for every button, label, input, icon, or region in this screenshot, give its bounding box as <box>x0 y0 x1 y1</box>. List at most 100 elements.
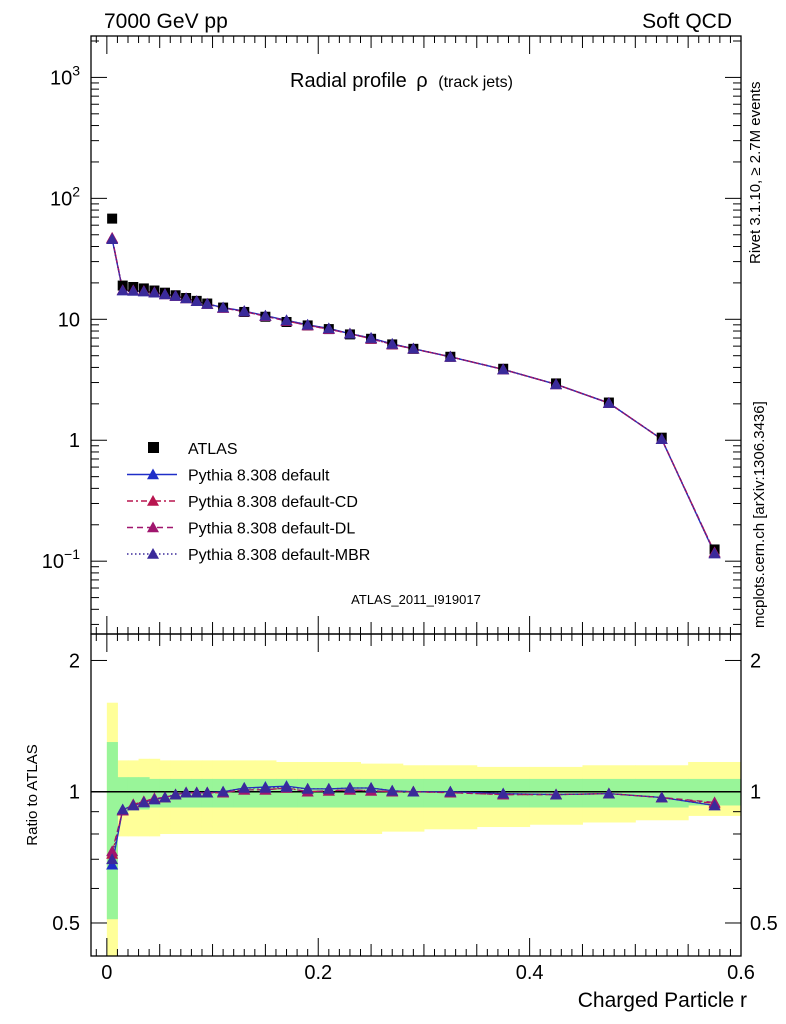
uncertainty-band-bin <box>106 742 118 920</box>
ratio-point <box>280 781 293 792</box>
ratio-point <box>217 785 230 797</box>
data-point-mc <box>106 233 119 244</box>
ratio-point <box>386 784 399 796</box>
y-tick-label-base: 10 <box>50 188 72 210</box>
ratio-point <box>137 796 150 808</box>
chart-title-symbol: ρ <box>416 70 427 92</box>
ratio-point <box>238 781 251 793</box>
legend-label: Pythia 8.308 default-MBR <box>188 547 370 564</box>
y-tick-label-exponent: 3 <box>72 62 80 78</box>
watermark-label: ATLAS_2011_I919017 <box>351 592 481 607</box>
data-point-mc <box>322 322 335 334</box>
legend-marker-mc <box>147 548 159 559</box>
ratio-point <box>365 781 378 793</box>
data-point-mc <box>343 327 356 339</box>
ratio-point <box>116 803 129 815</box>
x-tick-label: 0.4 <box>516 962 544 984</box>
data-point-mc <box>444 350 457 362</box>
data-point-mc <box>655 433 668 445</box>
data-point-mc <box>365 332 378 343</box>
data-point-mc <box>407 342 420 354</box>
ratio-point <box>322 782 335 794</box>
ratio-point <box>550 788 563 800</box>
data-point-mc <box>137 285 150 297</box>
ratio-point <box>301 782 314 794</box>
ratio-y-tick-label-left: 2 <box>69 650 80 672</box>
legend-marker-mc <box>147 521 159 533</box>
legend-label: Pythia 8.308 default-DL <box>188 521 355 538</box>
legend-label: Pythia 8.308 default-CD <box>188 494 358 511</box>
ratio-point <box>148 793 161 805</box>
ratio-y-axis: 0.5 0.5 1 1 2 2 <box>52 650 778 935</box>
ratio-point <box>127 799 140 811</box>
ratio-y-tick-label-left: 1 <box>69 782 80 804</box>
data-point-mc <box>158 288 171 300</box>
uncertainty-band-bin <box>138 777 150 810</box>
data-point-mc <box>238 305 251 317</box>
chart-title: Radial profile ρ (track jets) <box>290 70 513 92</box>
data-point-mc <box>180 292 193 304</box>
data-point-mc <box>201 297 214 309</box>
ratio-point <box>655 791 668 803</box>
ratio-point <box>180 786 193 798</box>
uncertainty-band-bin <box>127 777 140 810</box>
legend-marker-atlas <box>148 442 159 453</box>
data-point-mc <box>602 397 615 408</box>
ratio-point <box>708 799 721 811</box>
ratio-point <box>106 845 119 857</box>
header-right-label: Soft QCD <box>642 10 732 33</box>
ratio-series-layer <box>106 780 721 870</box>
y-tick-label-base: 10 <box>58 309 80 331</box>
y-tick-label: 102 <box>50 183 80 210</box>
data-point-mc <box>386 337 399 349</box>
legend-marker-mc <box>147 468 159 480</box>
ratio-point <box>201 786 214 798</box>
x-tick-label: 0.2 <box>304 962 332 984</box>
data-point-mc <box>190 295 203 307</box>
legend: ATLAS Pythia 8.308 default Pythia 8.308 de… <box>127 441 370 564</box>
data-point-mc <box>116 284 129 296</box>
data-point-mc <box>259 309 272 321</box>
ratio-y-tick-label-right: 2 <box>750 650 761 672</box>
ratio-point <box>343 781 356 793</box>
x-axis: 0 0.2 0.4 0.6 <box>95 36 755 984</box>
ratio-point <box>158 791 171 803</box>
ratio-point <box>444 785 457 797</box>
data-point-mc <box>217 301 230 313</box>
ratio-point <box>407 785 420 797</box>
ratio-uncertainty-bands <box>106 702 742 956</box>
data-point-mc <box>169 289 182 301</box>
chart-title-text: Radial profile <box>290 70 407 92</box>
y-tick-label-base: 1 <box>69 430 80 452</box>
main-series-layer <box>106 213 721 559</box>
chart-title-suffix: (track jets) <box>438 74 513 91</box>
header-left-label: 7000 GeV pp <box>104 10 228 33</box>
ratio-y-tick-label-left: 0.5 <box>52 913 80 935</box>
y-tick-label-exponent: −1 <box>64 546 80 562</box>
data-point-mc <box>497 363 510 375</box>
ratio-y-tick-label-right: 1 <box>750 782 761 804</box>
ratio-plot-frame <box>90 633 742 957</box>
main-plot-frame <box>90 35 742 635</box>
ratio-point <box>106 858 119 870</box>
legend-label: ATLAS <box>188 441 238 458</box>
y-tick-label-base: 10 <box>50 67 72 89</box>
y-tick-label: 1 <box>69 430 80 452</box>
data-point-mc <box>550 378 563 390</box>
y-tick-label: 103 <box>50 62 80 89</box>
main-series-line <box>111 239 716 554</box>
data-point-mc <box>127 284 140 296</box>
ratio-point <box>259 781 272 793</box>
rivet-label: Rivet 3.1.10, ≥ 2.7M events <box>747 82 764 265</box>
ratio-point <box>106 853 119 865</box>
y-tick-label-base: 10 <box>42 551 64 573</box>
x-tick-label: 0 <box>101 962 112 984</box>
ratio-point <box>497 787 510 799</box>
mcplots-label: mcplots.cern.ch [arXiv:1306.3436] <box>751 401 768 628</box>
ratio-y-tick-label-right: 0.5 <box>750 913 778 935</box>
ratio-panel: 0.5 0.5 1 1 2 2 0 0.2 0.4 0.6 Ratio to ATLAS Cha… <box>24 36 778 1012</box>
data-point-atlas <box>107 213 118 224</box>
